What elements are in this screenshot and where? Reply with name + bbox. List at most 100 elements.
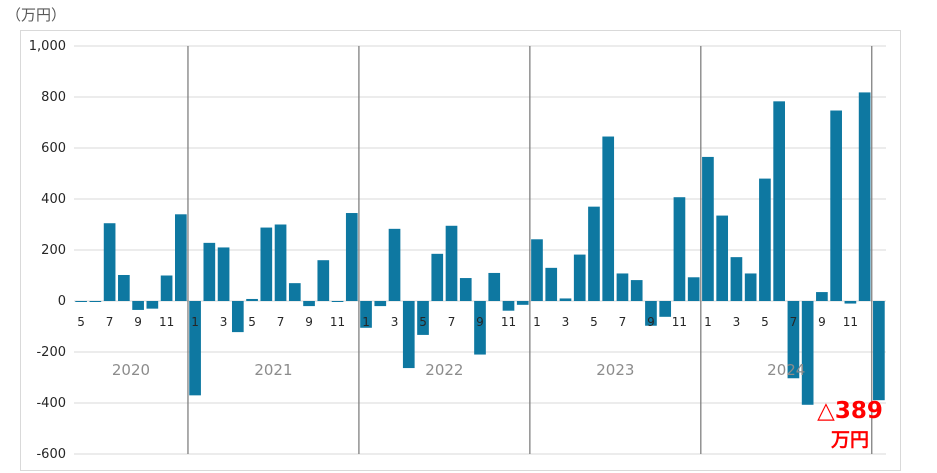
bar-2024-03 — [730, 257, 743, 301]
bar-2022-05 — [417, 301, 429, 335]
month-label: 3 — [733, 315, 741, 329]
bar-2023-02 — [545, 267, 558, 301]
month-label: 7 — [277, 315, 285, 329]
month-label: 1 — [362, 315, 370, 329]
bar-2021-09 — [303, 301, 315, 307]
bar-2021-06 — [260, 227, 273, 301]
bar-2021-08 — [288, 283, 301, 301]
month-label: 11 — [501, 315, 516, 329]
month-label: 5 — [761, 315, 769, 329]
year-label-2024: 2024 — [767, 361, 805, 379]
bar-2024-05 — [759, 178, 771, 301]
bar-2024-09 — [816, 292, 828, 301]
bar-2024-02 — [716, 215, 729, 301]
bar-2024-04 — [744, 273, 757, 301]
bars — [75, 92, 885, 405]
year-label-2020: 2020 — [112, 361, 150, 379]
bar-2024-07 — [787, 301, 800, 379]
bar-2022-08 — [459, 278, 472, 301]
month-label: 11 — [330, 315, 345, 329]
bar-2021-01 — [189, 301, 201, 396]
month-label: 1 — [191, 315, 199, 329]
y-tick-label: -400 — [36, 396, 66, 411]
bar-2020-07 — [103, 223, 116, 301]
month-label: 9 — [134, 315, 142, 329]
bar-2022-06 — [431, 253, 444, 301]
bar-2021-12 — [345, 213, 358, 301]
y-tick-label: -200 — [36, 345, 66, 360]
bar-2023-10 — [659, 301, 672, 317]
month-label: 5 — [248, 315, 256, 329]
bar-2022-07 — [445, 225, 458, 301]
month-label: 7 — [448, 315, 456, 329]
month-label: 7 — [106, 315, 114, 329]
bar-2023-04 — [573, 254, 586, 301]
y-tick-label: 400 — [41, 192, 66, 207]
bar-2023-12 — [687, 277, 700, 301]
unit-label: （万円） — [6, 6, 67, 24]
year-label-2022: 2022 — [425, 361, 463, 379]
bar-2023-03 — [559, 298, 572, 301]
month-label: 11 — [843, 315, 858, 329]
year-separators — [187, 46, 873, 454]
year-label-2021: 2021 — [254, 361, 292, 379]
bar-2022-02 — [374, 301, 387, 307]
callout-value: △389 — [817, 398, 883, 424]
bar-2024-12 — [858, 92, 871, 301]
bar-2021-02 — [203, 242, 216, 301]
month-label: 3 — [562, 315, 570, 329]
month-label: 1 — [533, 315, 541, 329]
month-label: 7 — [790, 315, 798, 329]
year-label-2023: 2023 — [596, 361, 634, 379]
month-label: 11 — [672, 315, 687, 329]
bar-2021-07 — [274, 224, 287, 301]
bar-2023-07 — [616, 273, 629, 301]
bar-2021-04 — [231, 301, 244, 333]
bar-2023-09 — [645, 301, 657, 326]
month-label: 9 — [647, 315, 655, 329]
bar-2024-06 — [773, 101, 785, 302]
bar-2021-11 — [331, 301, 344, 302]
bar-2024-11 — [844, 301, 857, 304]
month-label: 9 — [476, 315, 484, 329]
bar-2021-03 — [217, 247, 230, 301]
bar-2024-01 — [702, 156, 714, 301]
month-label: 7 — [619, 315, 627, 329]
bar-2023-01 — [531, 239, 543, 301]
bar-2020-11 — [160, 275, 173, 301]
bar-2021-05 — [246, 298, 258, 301]
bar-2022-12 — [516, 301, 529, 305]
month-label: 5 — [419, 315, 427, 329]
bar-2023-06 — [602, 136, 615, 301]
bar-2022-01 — [360, 301, 372, 328]
bar-2022-11 — [502, 301, 515, 311]
y-axis: 1,000 800 600 400 200 0 -200 -400 -600 — [29, 39, 66, 462]
y-tick-label: 600 — [41, 141, 66, 156]
y-tick-label: -600 — [36, 447, 66, 462]
bar-2020-09 — [132, 301, 144, 310]
y-tick-label: 200 — [41, 243, 66, 258]
chart-frame — [20, 30, 901, 471]
bar-2020-12 — [175, 214, 187, 301]
bar-2020-06 — [89, 301, 102, 302]
bar-2022-09 — [474, 301, 486, 355]
y-tick-label: 1,000 — [29, 39, 66, 54]
year-labels: 2020 2021 2022 2023 2024 — [112, 361, 805, 379]
month-label: 9 — [818, 315, 826, 329]
month-label: 9 — [305, 315, 313, 329]
bar-2023-11 — [673, 197, 686, 301]
bar-2020-10 — [146, 301, 159, 309]
bar-2022-10 — [488, 272, 501, 301]
x-axis-labels: 5 7 9 11 1 3 5 7 9 11 1 3 5 7 9 11 1 3 5 7 9 11 1 3 5 7 9 11 — [77, 315, 858, 329]
bar-2024-08 — [801, 301, 814, 405]
month-label: 3 — [391, 315, 399, 329]
y-tick-label: 800 — [41, 90, 66, 105]
y-tick-label: 0 — [58, 294, 66, 309]
month-label: 5 — [590, 315, 598, 329]
month-label: 11 — [159, 315, 174, 329]
bar-2022-03 — [388, 228, 401, 301]
bar-2024-10 — [830, 110, 842, 301]
last-value-callout: △389 万円 — [800, 397, 900, 455]
bar-2023-05 — [588, 206, 600, 301]
